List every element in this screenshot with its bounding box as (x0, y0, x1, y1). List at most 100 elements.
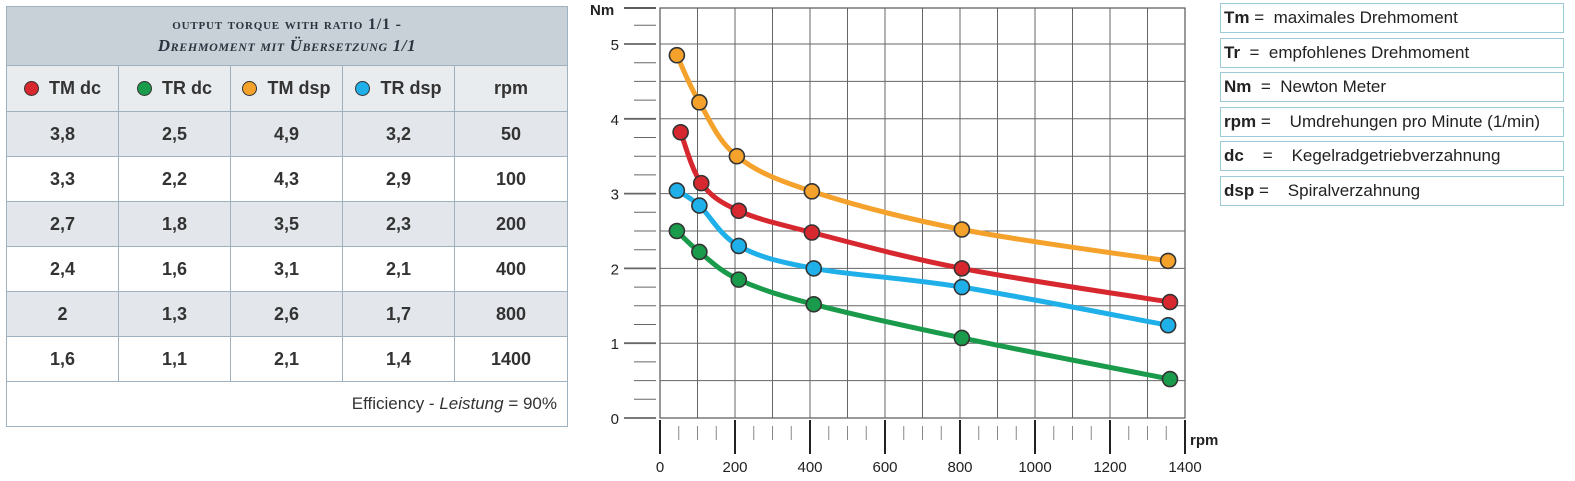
table-cell: 1,1 (119, 337, 231, 382)
data-point (1161, 370, 1179, 388)
series-marker-icon (355, 81, 371, 96)
column-header-label: TR dc (161, 78, 212, 98)
torque-table: output torque with ratio 1/1 - Drehmomen… (6, 6, 568, 427)
legend-item: dc = Kegelradgetriebverzahnung (1220, 141, 1564, 171)
series-marker-icon (242, 81, 258, 96)
y-axis-label: Nm (590, 2, 614, 19)
column-header: TR dsp (343, 66, 455, 112)
table-cell: 2,3 (343, 202, 455, 247)
table-cell: 4,9 (231, 112, 343, 157)
legend-item: rpm = Umdrehungen pro Minute (1/min) (1220, 106, 1564, 137)
table-cell: 1,7 (343, 292, 455, 337)
data-point (1161, 293, 1179, 311)
table-grid: TM dc TR dc TM dsp TR dsp rpm 3,8 2,5 4,9 3,2 50 3… (7, 66, 567, 382)
table-title: output torque with ratio 1/1 - Drehmomen… (7, 7, 567, 66)
data-point (692, 174, 710, 192)
table-cell: 1,6 (7, 337, 119, 382)
table-cell: 1400 (455, 337, 567, 382)
x-tick-label: 1000 (1018, 459, 1051, 476)
table-cell: 200 (455, 202, 567, 247)
legend-description: Newton Meter (1280, 77, 1387, 96)
table-cell: 1,8 (119, 202, 231, 247)
table-cell: 3,5 (231, 202, 343, 247)
data-point (953, 221, 971, 238)
x-tick-label: 0 (656, 459, 664, 476)
data-point (805, 260, 823, 277)
data-point (672, 123, 689, 141)
legend-item: Tm = maximales Drehmoment (1220, 3, 1564, 33)
data-point (728, 147, 746, 165)
series-marker-icon (136, 81, 152, 96)
data-point (1159, 252, 1177, 270)
table-cell: 2,1 (231, 337, 343, 382)
efficiency-suffix: = 90% (503, 394, 557, 413)
legend-item: dsp = Spiralverzahnung (1220, 175, 1564, 206)
x-tick-label: 1200 (1093, 459, 1126, 476)
legend-item: Tr = empfohlenes Drehmoment (1220, 37, 1564, 68)
data-point (1159, 316, 1177, 334)
data-point (668, 182, 686, 199)
data-point (803, 224, 821, 241)
legend-description: maximales Drehmoment (1273, 8, 1458, 27)
table-cell: 2 (7, 292, 119, 337)
data-point (691, 197, 708, 214)
legend-item: Nm = Newton Meter (1220, 72, 1564, 102)
table-cell: 2,2 (119, 157, 231, 202)
x-tick-label: 1400 (1168, 459, 1201, 476)
efficiency-note: Efficiency - Leistung = 90% (7, 382, 567, 426)
column-header: TR dc (119, 66, 231, 112)
efficiency-italic: Leistung (439, 394, 504, 413)
table-cell: 2,4 (7, 247, 119, 292)
abbreviation-legend: Tm = maximales Drehmoment Tr = empfohlene… (1220, 3, 1564, 210)
column-header: rpm (455, 66, 567, 112)
x-tick-label: 800 (947, 459, 972, 476)
x-tick-label: 400 (797, 459, 822, 476)
efficiency-prefix: Efficiency - (351, 394, 440, 413)
table-cell: 1,3 (119, 292, 231, 337)
column-header-label: TR dsp (380, 78, 442, 98)
data-point (668, 46, 686, 64)
table-cell: 800 (455, 292, 567, 337)
data-point (668, 222, 686, 240)
table-cell: 3,8 (7, 112, 119, 157)
legend-description: Umdrehungen pro Minute (1/min) (1289, 111, 1541, 131)
data-point (803, 183, 821, 200)
legend-description: Spiralverzahnung (1287, 180, 1421, 200)
y-tick-label: 0 (611, 411, 619, 428)
table-cell: 3,2 (343, 112, 455, 157)
table-cell: 1,6 (119, 247, 231, 292)
x-tick-label: 600 (872, 459, 897, 476)
y-tick-label: 1 (611, 336, 619, 353)
table-cell: 1,4 (343, 337, 455, 382)
column-header: TM dc (7, 66, 119, 112)
table-cell: 2,6 (231, 292, 343, 337)
table-cell: 2,5 (119, 112, 231, 157)
table-cell: 3,1 (231, 247, 343, 292)
table-cell: 50 (455, 112, 567, 157)
legend-description: empfohlenes Drehmoment (1268, 42, 1470, 62)
legend-abbreviation: dsp (1224, 180, 1255, 200)
legend-abbreviation: Tm (1224, 8, 1250, 27)
x-axis-label: rpm (1190, 432, 1218, 449)
legend-abbreviation: Nm (1224, 77, 1252, 96)
y-tick-label: 3 (611, 187, 619, 204)
data-point (691, 94, 708, 111)
data-point (730, 202, 748, 220)
legend-abbreviation: Tr (1224, 42, 1241, 62)
legend-description: Kegelradgetriebverzahnung (1291, 146, 1501, 165)
y-tick-label: 4 (611, 112, 619, 129)
column-header-label: TM dc (48, 78, 101, 98)
data-point (691, 243, 708, 261)
data-point (953, 278, 971, 296)
table-title-german: Drehmoment mit Übersetzung 1/1 (157, 36, 417, 55)
table-cell: 400 (455, 247, 567, 292)
table-cell: 2,1 (343, 247, 455, 292)
table-cell: 100 (455, 157, 567, 202)
legend-abbreviation: rpm (1224, 111, 1257, 131)
series-marker-icon (23, 81, 39, 96)
x-tick-label: 200 (722, 459, 747, 476)
data-point (953, 260, 971, 277)
column-header-label: TM dsp (267, 78, 331, 98)
y-tick-label: 2 (611, 261, 619, 278)
data-point (730, 237, 748, 255)
